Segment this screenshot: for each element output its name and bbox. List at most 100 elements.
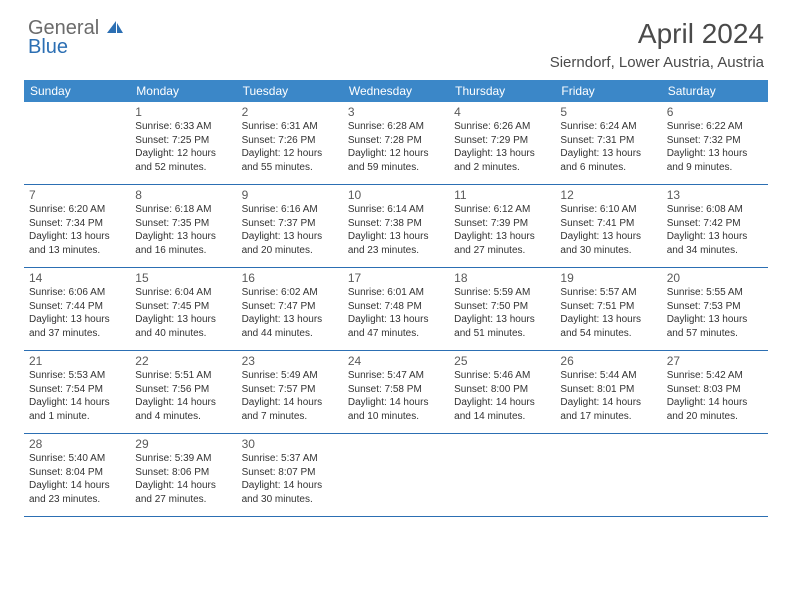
day-cell: 17Sunrise: 6:01 AMSunset: 7:48 PMDayligh…: [343, 268, 449, 350]
sunset-text: Sunset: 7:57 PM: [242, 383, 338, 397]
title-block: April 2024 Sierndorf, Lower Austria, Aus…: [550, 18, 764, 71]
sunset-text: Sunset: 8:00 PM: [454, 383, 550, 397]
daylight-text: Daylight: 13 hours and 9 minutes.: [667, 147, 763, 174]
day-number: 17: [348, 271, 444, 285]
sunset-text: Sunset: 7:54 PM: [29, 383, 125, 397]
sunrise-text: Sunrise: 6:14 AM: [348, 203, 444, 217]
day-info: Sunrise: 5:46 AMSunset: 8:00 PMDaylight:…: [454, 369, 550, 423]
weekday-monday: Monday: [130, 80, 236, 102]
day-cell: 7Sunrise: 6:20 AMSunset: 7:34 PMDaylight…: [24, 185, 130, 267]
sunset-text: Sunset: 8:07 PM: [242, 466, 338, 480]
sunrise-text: Sunrise: 5:39 AM: [135, 452, 231, 466]
daylight-text: Daylight: 14 hours and 17 minutes.: [560, 396, 656, 423]
day-cell: 8Sunrise: 6:18 AMSunset: 7:35 PMDaylight…: [130, 185, 236, 267]
day-number: 1: [135, 105, 231, 119]
sunrise-text: Sunrise: 5:55 AM: [667, 286, 763, 300]
day-cell: 10Sunrise: 6:14 AMSunset: 7:38 PMDayligh…: [343, 185, 449, 267]
day-number: 25: [454, 354, 550, 368]
day-cell: 3Sunrise: 6:28 AMSunset: 7:28 PMDaylight…: [343, 102, 449, 184]
daylight-text: Daylight: 12 hours and 59 minutes.: [348, 147, 444, 174]
week-row: 21Sunrise: 5:53 AMSunset: 7:54 PMDayligh…: [24, 351, 768, 434]
day-number: 24: [348, 354, 444, 368]
sunset-text: Sunset: 7:51 PM: [560, 300, 656, 314]
sunrise-text: Sunrise: 6:26 AM: [454, 120, 550, 134]
daylight-text: Daylight: 13 hours and 51 minutes.: [454, 313, 550, 340]
day-cell: 9Sunrise: 6:16 AMSunset: 7:37 PMDaylight…: [237, 185, 343, 267]
daylight-text: Daylight: 13 hours and 44 minutes.: [242, 313, 338, 340]
sunset-text: Sunset: 7:56 PM: [135, 383, 231, 397]
day-info: Sunrise: 6:24 AMSunset: 7:31 PMDaylight:…: [560, 120, 656, 174]
sunrise-text: Sunrise: 5:49 AM: [242, 369, 338, 383]
day-info: Sunrise: 5:53 AMSunset: 7:54 PMDaylight:…: [29, 369, 125, 423]
sunset-text: Sunset: 7:44 PM: [29, 300, 125, 314]
daylight-text: Daylight: 14 hours and 30 minutes.: [242, 479, 338, 506]
sunrise-text: Sunrise: 5:57 AM: [560, 286, 656, 300]
day-info: Sunrise: 6:12 AMSunset: 7:39 PMDaylight:…: [454, 203, 550, 257]
day-number: 10: [348, 188, 444, 202]
day-cell: 2Sunrise: 6:31 AMSunset: 7:26 PMDaylight…: [237, 102, 343, 184]
day-info: Sunrise: 6:06 AMSunset: 7:44 PMDaylight:…: [29, 286, 125, 340]
daylight-text: Daylight: 13 hours and 20 minutes.: [242, 230, 338, 257]
header: General Blue April 2024 Sierndorf, Lower…: [28, 18, 764, 71]
sunset-text: Sunset: 7:31 PM: [560, 134, 656, 148]
empty-cell: [662, 434, 768, 516]
day-cell: 14Sunrise: 6:06 AMSunset: 7:44 PMDayligh…: [24, 268, 130, 350]
day-number: 19: [560, 271, 656, 285]
day-cell: 27Sunrise: 5:42 AMSunset: 8:03 PMDayligh…: [662, 351, 768, 433]
day-cell: 29Sunrise: 5:39 AMSunset: 8:06 PMDayligh…: [130, 434, 236, 516]
day-number: 13: [667, 188, 763, 202]
day-cell: 19Sunrise: 5:57 AMSunset: 7:51 PMDayligh…: [555, 268, 661, 350]
sunset-text: Sunset: 7:32 PM: [667, 134, 763, 148]
day-number: 11: [454, 188, 550, 202]
day-number: 30: [242, 437, 338, 451]
day-number: 23: [242, 354, 338, 368]
day-cell: 30Sunrise: 5:37 AMSunset: 8:07 PMDayligh…: [237, 434, 343, 516]
day-number: 5: [560, 105, 656, 119]
empty-cell: [449, 434, 555, 516]
day-cell: 12Sunrise: 6:10 AMSunset: 7:41 PMDayligh…: [555, 185, 661, 267]
daylight-text: Daylight: 12 hours and 52 minutes.: [135, 147, 231, 174]
sunrise-text: Sunrise: 6:22 AM: [667, 120, 763, 134]
sunset-text: Sunset: 8:01 PM: [560, 383, 656, 397]
sunrise-text: Sunrise: 6:01 AM: [348, 286, 444, 300]
daylight-text: Daylight: 14 hours and 23 minutes.: [29, 479, 125, 506]
day-info: Sunrise: 6:10 AMSunset: 7:41 PMDaylight:…: [560, 203, 656, 257]
daylight-text: Daylight: 13 hours and 13 minutes.: [29, 230, 125, 257]
day-info: Sunrise: 6:08 AMSunset: 7:42 PMDaylight:…: [667, 203, 763, 257]
sunset-text: Sunset: 7:53 PM: [667, 300, 763, 314]
sunset-text: Sunset: 8:06 PM: [135, 466, 231, 480]
day-number: 26: [560, 354, 656, 368]
sunrise-text: Sunrise: 6:10 AM: [560, 203, 656, 217]
day-number: 29: [135, 437, 231, 451]
day-info: Sunrise: 5:59 AMSunset: 7:50 PMDaylight:…: [454, 286, 550, 340]
day-info: Sunrise: 5:47 AMSunset: 7:58 PMDaylight:…: [348, 369, 444, 423]
daylight-text: Daylight: 14 hours and 7 minutes.: [242, 396, 338, 423]
day-cell: 13Sunrise: 6:08 AMSunset: 7:42 PMDayligh…: [662, 185, 768, 267]
day-info: Sunrise: 6:01 AMSunset: 7:48 PMDaylight:…: [348, 286, 444, 340]
daylight-text: Daylight: 13 hours and 27 minutes.: [454, 230, 550, 257]
day-number: 9: [242, 188, 338, 202]
weekday-sunday: Sunday: [24, 80, 130, 102]
day-info: Sunrise: 6:33 AMSunset: 7:25 PMDaylight:…: [135, 120, 231, 174]
sunrise-text: Sunrise: 6:02 AM: [242, 286, 338, 300]
daylight-text: Daylight: 12 hours and 55 minutes.: [242, 147, 338, 174]
sunrise-text: Sunrise: 6:08 AM: [667, 203, 763, 217]
sunrise-text: Sunrise: 5:37 AM: [242, 452, 338, 466]
sunset-text: Sunset: 7:29 PM: [454, 134, 550, 148]
day-number: 27: [667, 354, 763, 368]
daylight-text: Daylight: 13 hours and 6 minutes.: [560, 147, 656, 174]
day-number: 16: [242, 271, 338, 285]
sunrise-text: Sunrise: 6:16 AM: [242, 203, 338, 217]
day-info: Sunrise: 6:14 AMSunset: 7:38 PMDaylight:…: [348, 203, 444, 257]
sunrise-text: Sunrise: 6:04 AM: [135, 286, 231, 300]
day-number: 4: [454, 105, 550, 119]
sunset-text: Sunset: 7:58 PM: [348, 383, 444, 397]
sunset-text: Sunset: 7:38 PM: [348, 217, 444, 231]
sunset-text: Sunset: 8:03 PM: [667, 383, 763, 397]
day-info: Sunrise: 6:31 AMSunset: 7:26 PMDaylight:…: [242, 120, 338, 174]
sunset-text: Sunset: 7:25 PM: [135, 134, 231, 148]
day-cell: 26Sunrise: 5:44 AMSunset: 8:01 PMDayligh…: [555, 351, 661, 433]
day-info: Sunrise: 5:40 AMSunset: 8:04 PMDaylight:…: [29, 452, 125, 506]
daylight-text: Daylight: 13 hours and 30 minutes.: [560, 230, 656, 257]
sunset-text: Sunset: 7:26 PM: [242, 134, 338, 148]
